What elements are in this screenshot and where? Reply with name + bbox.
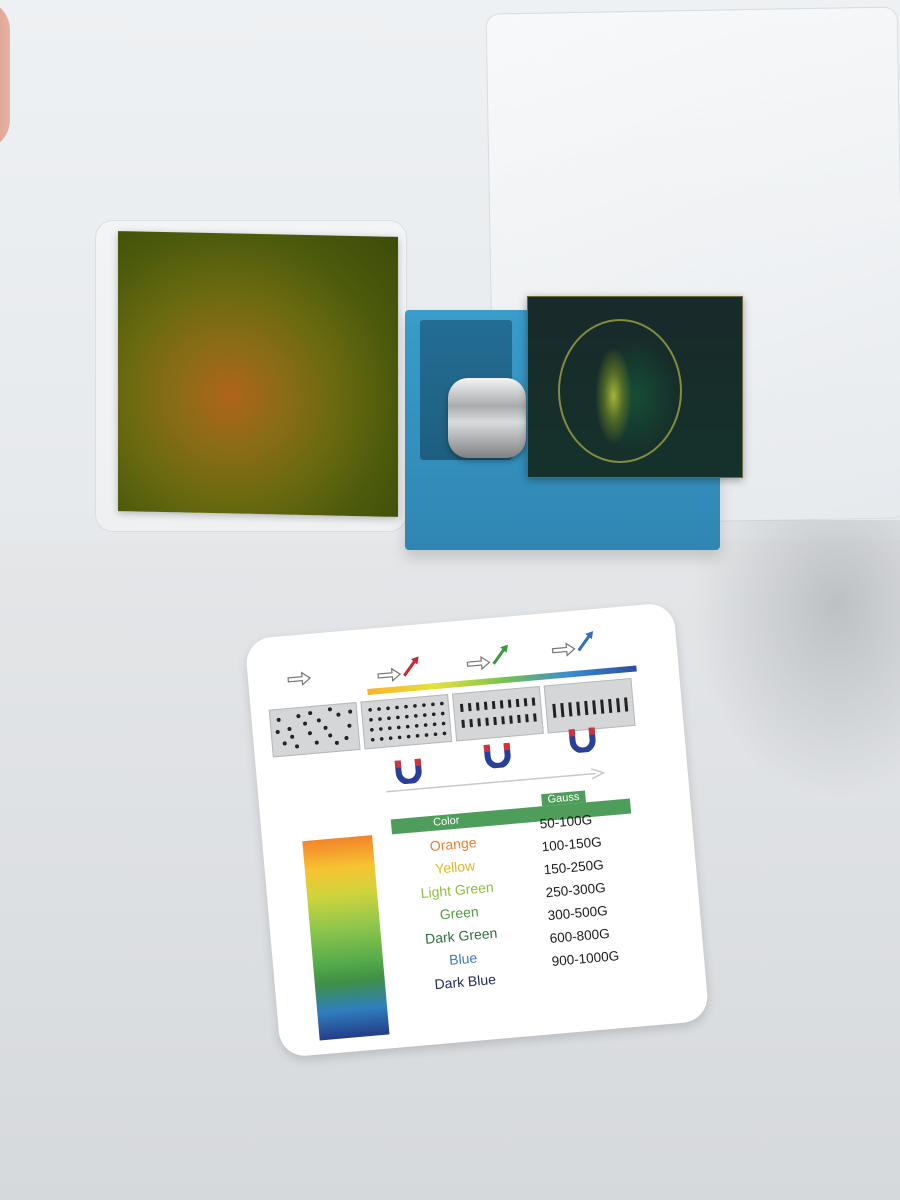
magnetic-viewer-film-right bbox=[527, 296, 743, 478]
reflected-arrow-icon bbox=[466, 644, 508, 671]
random-particles-panel bbox=[268, 702, 361, 758]
gauss-value: 50-100G bbox=[539, 811, 593, 832]
incident-arrow-icon bbox=[287, 671, 312, 686]
color-spectrum-bar bbox=[302, 835, 390, 1041]
table-rows: Orange 50-100G Yellow 100-150G Light Green 15… bbox=[393, 812, 646, 1001]
strength-arrow-icon bbox=[386, 768, 606, 793]
gauss-reference-card: Color Gauss Orange 50-100G Yellow 100-150G L… bbox=[244, 602, 710, 1058]
aligned-particles-panel bbox=[452, 685, 544, 742]
gauss-column-header: Gauss bbox=[541, 790, 586, 807]
aligning-particles-panel bbox=[360, 694, 453, 750]
reflected-arrow-icon bbox=[551, 631, 594, 657]
magnet-icon bbox=[568, 727, 596, 754]
magnet-icon bbox=[483, 742, 511, 769]
cylinder-magnet bbox=[448, 378, 526, 458]
shadow bbox=[690, 520, 900, 800]
fully-aligned-particles-panel bbox=[543, 677, 636, 734]
magnetic-viewer-film-left bbox=[118, 231, 398, 517]
color-column-header: Color bbox=[432, 814, 460, 829]
reflected-arrow-icon bbox=[377, 656, 419, 683]
color-name: Orange bbox=[429, 834, 478, 855]
finger bbox=[0, 0, 10, 150]
domain-alignment-diagram bbox=[265, 631, 667, 825]
magnet-icon bbox=[394, 758, 422, 785]
